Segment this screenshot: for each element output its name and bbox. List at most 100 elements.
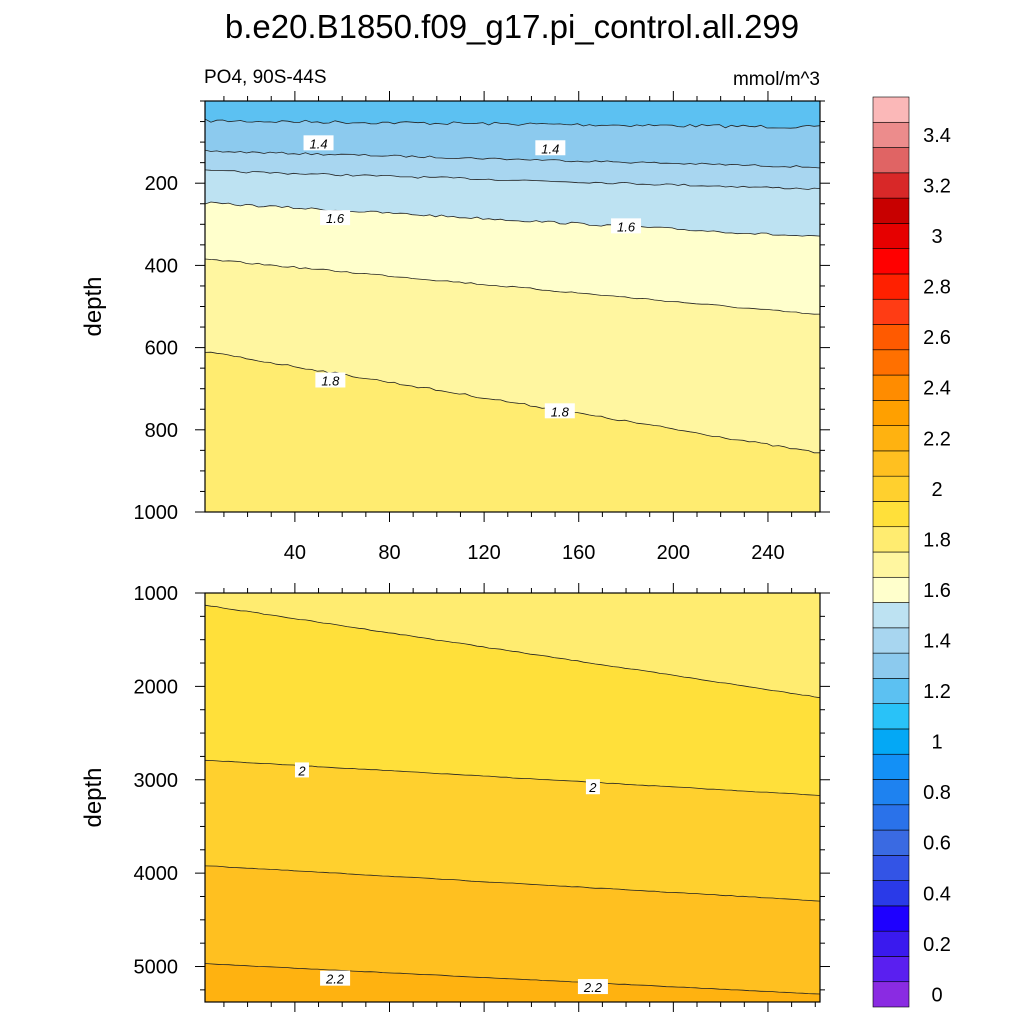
colorbar-box xyxy=(872,930,910,957)
contour-label-text: 2 xyxy=(588,780,597,795)
colorbar-box xyxy=(872,197,910,224)
colorbar-box xyxy=(872,703,910,730)
x-tick-label: 200 xyxy=(657,542,690,564)
colorbar-box xyxy=(872,425,910,452)
colorbar-box xyxy=(872,475,910,502)
colorbar-box xyxy=(872,981,910,1008)
colorbar-box xyxy=(872,526,910,553)
contour-label-text: 1.4 xyxy=(309,136,327,151)
colorbar-tick-label: 3.2 xyxy=(923,175,951,197)
contour-label-box xyxy=(320,210,351,226)
colorbar-tick-label: 2.4 xyxy=(923,378,951,400)
contour-label-box xyxy=(585,779,600,795)
y-tick-label: 800 xyxy=(145,420,178,442)
colorbar-box xyxy=(872,349,910,376)
contour-label: 2 xyxy=(294,762,309,778)
contour-line xyxy=(205,169,820,190)
colorbar-box xyxy=(872,829,910,856)
contour-label-box xyxy=(611,218,642,234)
colorbar-box xyxy=(872,501,910,528)
colorbar-tick-label: 1 xyxy=(931,732,942,754)
x-axis xyxy=(223,583,816,1012)
contour-fills xyxy=(205,101,820,512)
contour-line xyxy=(205,118,820,129)
y-tick-label: 2000 xyxy=(134,676,179,698)
colorbar-tick-label: 1.2 xyxy=(923,681,951,703)
contour-label: 2.2 xyxy=(577,979,608,995)
contour-label-text: 1.6 xyxy=(617,219,636,234)
x-tick-label: 160 xyxy=(562,542,595,564)
contour-label-text: 2 xyxy=(297,763,306,778)
contour-label-box xyxy=(303,135,334,151)
colorbar-box xyxy=(872,804,910,831)
colorbar-tick-label: 1.6 xyxy=(923,580,951,602)
y-axis: 200 400 600 800 1000 depth xyxy=(80,100,830,524)
x-tick-label: 240 xyxy=(751,542,784,564)
colorbar-tick-label: 2.8 xyxy=(923,277,951,299)
colorbar-box xyxy=(872,678,910,704)
colorbar-tick-label: 1.8 xyxy=(923,529,951,551)
contour-label-box xyxy=(294,762,309,778)
band-fill xyxy=(205,865,820,1002)
colorbar-box xyxy=(872,551,910,578)
colorbar-box xyxy=(872,602,910,629)
units-label: mmol/m^3 xyxy=(733,69,820,90)
colorbar-tick-label: 0.8 xyxy=(923,782,951,804)
contour-label-text: 1.4 xyxy=(541,141,559,156)
colorbar-tick-label: 3.4 xyxy=(923,125,951,147)
plot-frame xyxy=(204,592,821,1003)
y-tick-label: 3000 xyxy=(134,770,179,792)
colorbar-box xyxy=(872,273,910,300)
colorbar-box xyxy=(872,248,910,275)
y-tick-label: 1000 xyxy=(134,583,179,605)
chart-title: b.e20.B1850.f09_g17.pi_control.all.299 xyxy=(225,8,799,45)
contour-label-box xyxy=(315,372,346,388)
colorbar-tick-label: 0.6 xyxy=(923,833,951,855)
top-panel: 1.4 1.4 1.6 1.6 1.8 1.8 40 80 120 160 200 240 200 400… xyxy=(80,91,830,564)
colorbar-box xyxy=(872,450,910,477)
contour-line xyxy=(205,149,820,169)
colorbar-box xyxy=(872,728,910,755)
colorbar-tick-label: 2 xyxy=(931,479,942,501)
contour-label-box xyxy=(544,403,575,419)
contour-line xyxy=(205,865,820,902)
contour-line xyxy=(205,201,820,237)
colorbar-box xyxy=(872,905,910,932)
colorbar-box xyxy=(872,779,910,806)
colorbar-box xyxy=(872,121,910,148)
colorbar-tick-label: 3 xyxy=(931,226,942,248)
x-tick-label: 120 xyxy=(467,542,500,564)
y-tick-label: 400 xyxy=(145,255,178,277)
y-tick-label: 4000 xyxy=(134,863,179,885)
contour-label: 1.6 xyxy=(320,210,351,226)
colorbar-box xyxy=(872,96,910,123)
colorbar-box xyxy=(872,223,910,249)
contour-label: 1.8 xyxy=(315,372,346,388)
y-axis: 1000 2000 3000 4000 5000 depth xyxy=(80,583,830,991)
contour-line xyxy=(205,604,820,699)
contour-label-text: 1.8 xyxy=(321,373,340,388)
colorbar-box xyxy=(872,324,910,351)
contour-label: 1.8 xyxy=(544,403,575,419)
colorbar-tick-label: 0 xyxy=(931,984,942,1006)
contour-label: 2.2 xyxy=(320,970,351,987)
colorbar-box xyxy=(872,652,910,679)
variable-label: PO4, 90S-44S xyxy=(204,67,327,88)
band-fill xyxy=(205,352,820,512)
contour-label-text: 1.6 xyxy=(326,211,345,226)
contour-label-box xyxy=(535,140,566,156)
contour-label-text: 2.2 xyxy=(583,980,603,995)
bottom-panel: 2 2 2.2 2.2 1000 2000 3000 4000 5000 depth xyxy=(80,583,830,1012)
colorbar-tick-label: 0.2 xyxy=(923,934,951,956)
colorbar-box xyxy=(872,753,910,780)
colorbar-tick-label: 0.4 xyxy=(923,883,951,905)
contour-label: 2 xyxy=(585,779,600,795)
colorbar-box xyxy=(872,576,910,603)
x-axis: 40 80 120 160 200 240 xyxy=(223,91,816,564)
colorbar-box xyxy=(872,374,910,401)
contour-line xyxy=(205,963,820,995)
contour-label-text: 1.8 xyxy=(551,404,570,419)
contour-label: 1.4 xyxy=(535,140,566,156)
colorbar-tick-label: 1.4 xyxy=(923,630,951,652)
